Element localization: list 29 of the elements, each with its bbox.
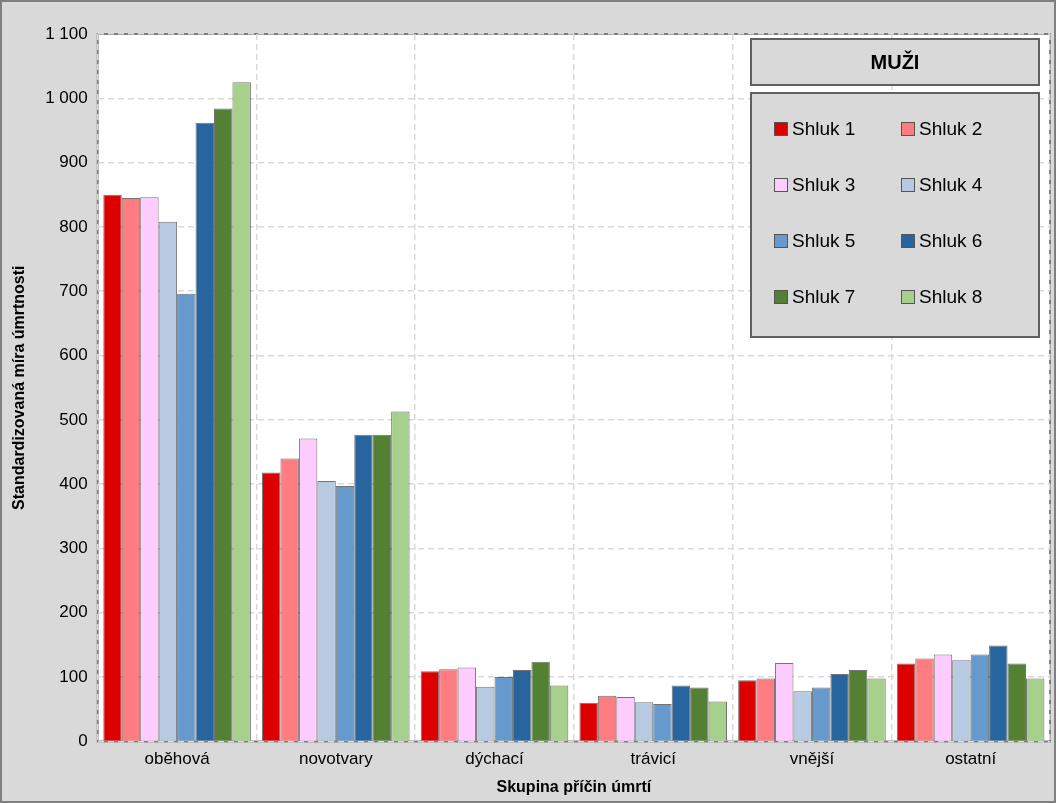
y-tick-label: 1 000: [45, 88, 88, 107]
y-tick-label: 800: [59, 216, 88, 236]
y-tick-label: 100: [59, 666, 88, 686]
legend-label: Shluk 4: [919, 174, 983, 196]
y-tick-label: 700: [59, 280, 88, 300]
x-tick-label: trávicí: [630, 749, 677, 769]
y-tick-label: 400: [59, 473, 88, 493]
y-tick-label: 1 100: [45, 23, 88, 43]
legend-title-panel: MUŽI: [750, 38, 1040, 86]
y-tick-label: 200: [59, 602, 88, 622]
legend-label: Shluk 2: [919, 118, 983, 140]
legend-label: Shluk 5: [792, 230, 856, 252]
y-tick-label: 300: [59, 538, 88, 558]
y-tick-label: 500: [59, 409, 88, 429]
x-tick-label: novotvary: [298, 749, 374, 769]
y-tick-label: 600: [59, 345, 88, 365]
y-axis-title: Standardizovaná míra úmrtnosti: [10, 265, 28, 510]
x-tick-label: vnější: [789, 749, 835, 769]
x-tick-label: dýchací: [465, 749, 525, 769]
legend-label: Shluk 8: [919, 286, 983, 308]
x-axis-title: Skupina příčin úmrtí: [496, 777, 652, 795]
legend-label: Shluk 3: [792, 174, 856, 196]
legend-label: Shluk 7: [792, 286, 856, 308]
legend-label: Shluk 6: [919, 230, 983, 252]
y-tick-label: 900: [59, 152, 88, 172]
legend-label: Shluk 1: [792, 118, 856, 140]
x-tick-label: oběhová: [144, 749, 211, 769]
y-tick-label: 0: [78, 731, 88, 751]
x-tick-label: ostatní: [945, 749, 997, 769]
